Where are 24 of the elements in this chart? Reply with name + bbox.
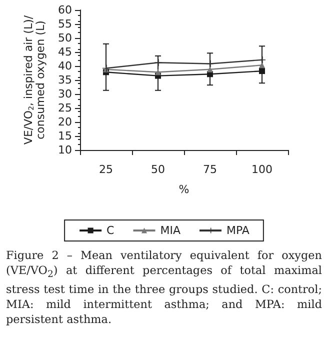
x-tick-label: 100 <box>252 163 272 176</box>
legend-label: MPA <box>226 224 250 237</box>
y-tick-label: 60 <box>58 4 72 16</box>
x-tick-label: 25 <box>99 163 113 176</box>
y-tick-label: 55 <box>58 18 72 30</box>
point <box>155 69 161 76</box>
caption: Figure 2 – Mean ventilatory equivalent for oxygen (VE/VO$_{2}$) at different percentages of total maximal stress test time in the three groups studied. C: control; MIA: mild intermittent asthma; and MPA: mild persistent asthma. <box>6 248 322 328</box>
point <box>259 62 265 68</box>
legend-label: C <box>106 224 115 237</box>
y-tick-label: 35 <box>58 74 72 86</box>
x-tick-label: 50 <box>151 163 165 176</box>
x-axis-title: % <box>178 183 190 196</box>
point <box>207 66 213 72</box>
y-tick-label: 20 <box>58 116 72 128</box>
y-tick-label: 30 <box>58 88 72 100</box>
y-tick-label: 40 <box>58 60 72 72</box>
y-tick-label: 50 <box>58 32 72 44</box>
y-tick-label: 10 <box>58 144 72 156</box>
legend-label: MIA <box>160 224 181 237</box>
x-tick-label: 75 <box>203 163 217 176</box>
y-tick-label: 25 <box>58 102 72 114</box>
point <box>259 68 265 74</box>
y-tick-label: 15 <box>58 130 72 142</box>
y-tick-label: 45 <box>58 46 72 58</box>
